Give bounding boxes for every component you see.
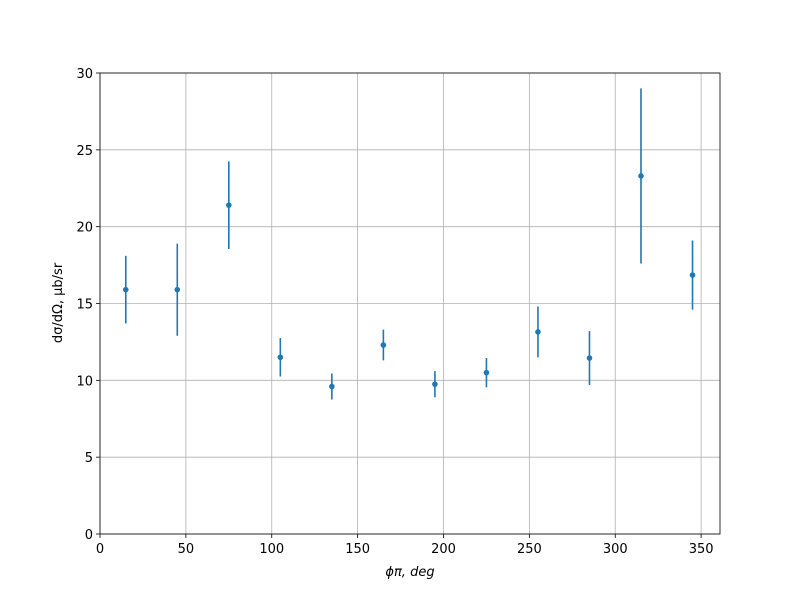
point: [689, 272, 696, 278]
y-tick-label: 0: [85, 528, 93, 543]
x-tick-label: 300: [603, 542, 628, 557]
x-tick-label: 350: [689, 542, 714, 557]
x-tick-label: 50: [178, 542, 195, 557]
y-tick-label: 10: [76, 374, 93, 389]
point: [329, 383, 335, 390]
point: [277, 354, 284, 361]
point: [122, 286, 129, 293]
y-axis-label: dσ/dΩ, μb/sr: [51, 262, 66, 343]
x-tick-label: 250: [517, 542, 542, 557]
point: [174, 286, 181, 293]
y-tick-label: 15: [76, 298, 93, 313]
y-tick-label: 5: [85, 451, 93, 466]
x-tick-label: 0: [96, 542, 104, 557]
point: [586, 355, 593, 361]
x-axis-label: ϕπ, deg: [385, 565, 434, 580]
point: [535, 329, 541, 335]
y-tick-label: 30: [76, 67, 93, 82]
y-tick-label: 20: [76, 221, 93, 236]
point: [638, 173, 644, 179]
point: [432, 381, 438, 387]
x-tick-label: 100: [259, 542, 284, 557]
y-tick-label: 25: [76, 144, 93, 159]
point: [380, 342, 387, 348]
plot-frame: [99, 72, 721, 535]
x-tick-label: 150: [345, 542, 370, 557]
point: [226, 202, 232, 208]
point: [483, 369, 490, 376]
x-tick-label: 200: [431, 542, 456, 557]
